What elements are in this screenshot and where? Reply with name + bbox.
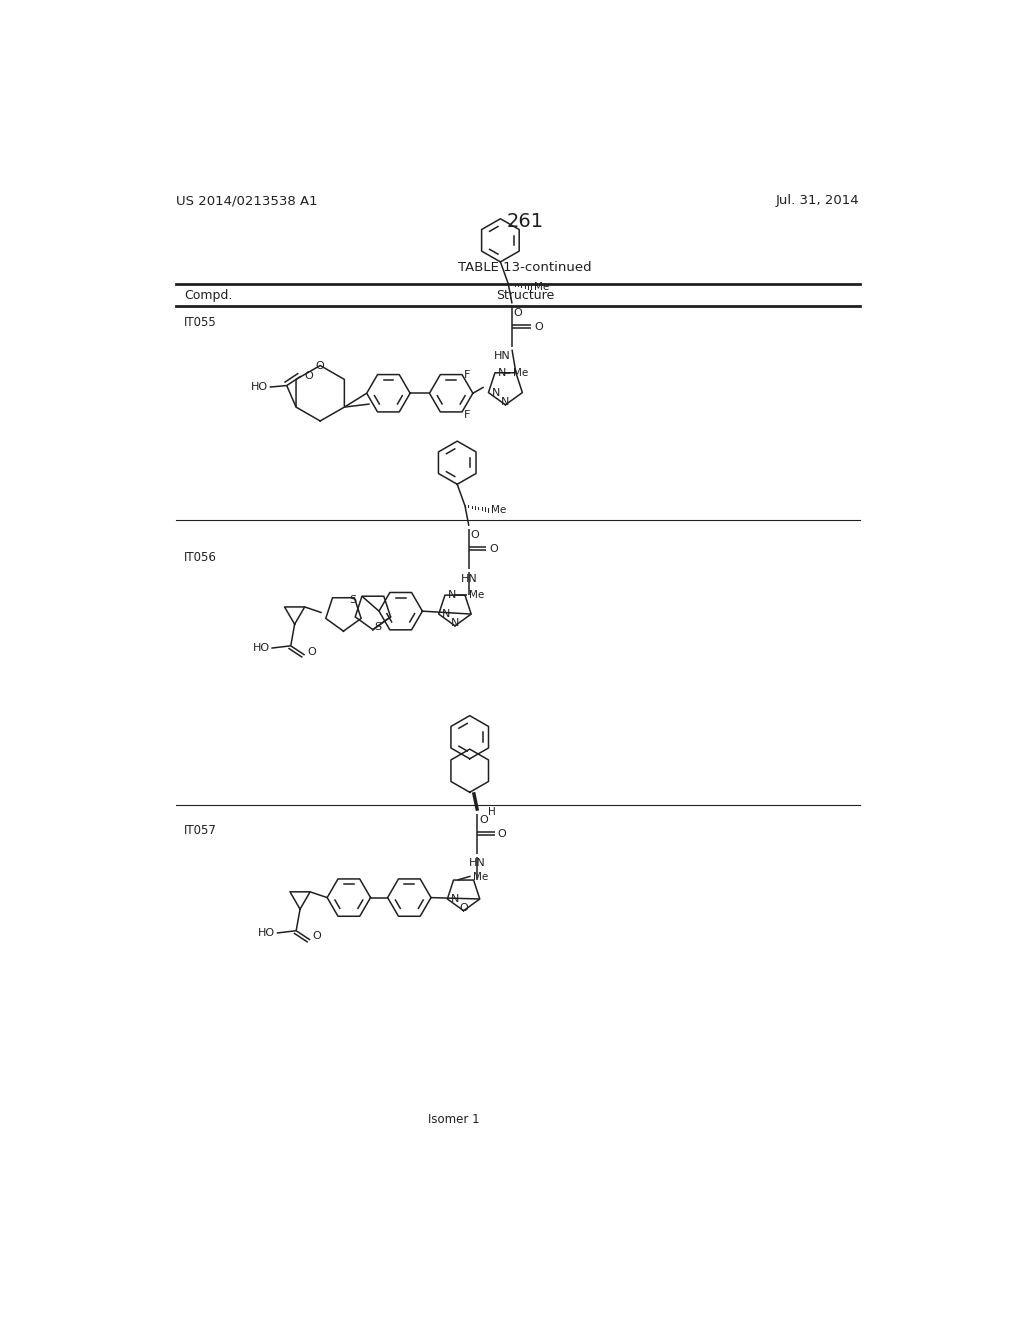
Text: O: O xyxy=(315,360,325,371)
Text: N: N xyxy=(451,894,459,904)
Text: 261: 261 xyxy=(506,213,544,231)
Text: Jul. 31, 2014: Jul. 31, 2014 xyxy=(776,194,859,207)
Text: IT057: IT057 xyxy=(183,825,217,837)
Text: Me: Me xyxy=(473,873,488,882)
Text: IT056: IT056 xyxy=(183,552,217,564)
Text: HO: HO xyxy=(253,643,270,653)
Text: O: O xyxy=(470,531,479,540)
Text: O: O xyxy=(480,816,488,825)
Text: Me: Me xyxy=(469,590,484,601)
Text: O: O xyxy=(307,647,315,656)
Text: O: O xyxy=(498,829,506,838)
Text: HN: HN xyxy=(494,351,511,362)
Text: TABLE 13-continued: TABLE 13-continued xyxy=(458,261,592,275)
Text: IT055: IT055 xyxy=(183,317,216,329)
Text: S: S xyxy=(349,595,356,605)
Text: N: N xyxy=(451,618,459,628)
Text: HN: HN xyxy=(469,858,485,869)
Text: Me: Me xyxy=(490,504,506,515)
Text: HN: HN xyxy=(461,574,477,583)
Text: Structure: Structure xyxy=(496,289,554,301)
Text: N: N xyxy=(498,368,507,378)
Text: US 2014/0213538 A1: US 2014/0213538 A1 xyxy=(176,194,317,207)
Text: O: O xyxy=(489,544,498,554)
Text: N: N xyxy=(441,609,451,619)
Text: Me: Me xyxy=(534,282,549,292)
Text: HO: HO xyxy=(251,381,268,392)
Text: N: N xyxy=(449,590,457,601)
Text: O: O xyxy=(459,903,468,913)
Text: O: O xyxy=(514,308,522,318)
Text: O: O xyxy=(535,322,544,331)
Text: N: N xyxy=(492,388,500,397)
Text: O: O xyxy=(304,371,313,381)
Text: HO: HO xyxy=(258,928,275,939)
Text: S: S xyxy=(375,622,382,632)
Text: F: F xyxy=(464,409,471,420)
Text: O: O xyxy=(312,932,322,941)
Text: F: F xyxy=(464,370,470,380)
Text: N: N xyxy=(501,397,510,407)
Text: Compd.: Compd. xyxy=(183,289,232,301)
Text: H: H xyxy=(488,808,496,817)
Text: Isomer 1: Isomer 1 xyxy=(428,1113,479,1126)
Text: Me: Me xyxy=(513,368,528,378)
